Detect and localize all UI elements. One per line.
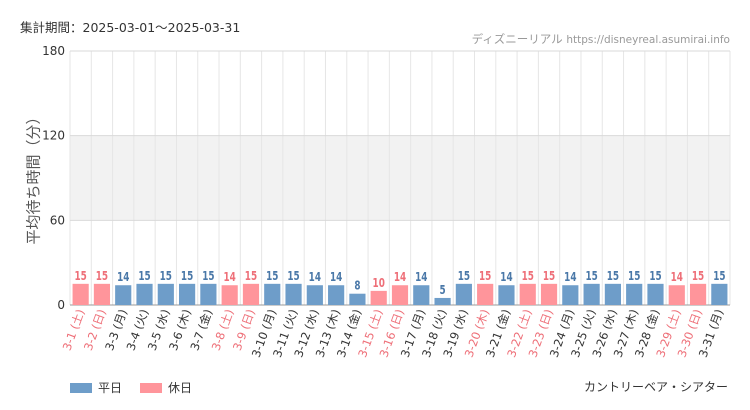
bar-value-label: 8 [354, 279, 360, 293]
bar [519, 283, 536, 305]
bar-value-label: 14 [564, 270, 576, 284]
site-credit[interactable]: ディズニーリアル https://disneyreal.asumirai.inf… [472, 31, 730, 47]
legend: 平日 休日 [70, 379, 192, 396]
bar [349, 293, 366, 305]
bar-value-label: 15 [692, 269, 704, 283]
bar-value-label: 15 [607, 269, 619, 283]
bar [413, 285, 430, 305]
bar-value-label: 15 [138, 269, 150, 283]
bar-value-label: 14 [415, 270, 427, 284]
bar-value-label: 14 [117, 270, 129, 284]
bar-value-label: 15 [181, 269, 193, 283]
bar-value-label: 15 [649, 269, 661, 283]
bar-value-label: 15 [585, 269, 597, 283]
bar-value-label: 15 [458, 269, 470, 283]
bar-value-label: 14 [394, 270, 406, 284]
bar [285, 283, 302, 305]
bar-value-label: 5 [439, 283, 445, 297]
bar [689, 283, 707, 305]
bar-value-label: 14 [309, 270, 321, 284]
bar-value-label: 15 [479, 269, 491, 283]
legend-item-weekday: 平日 [70, 379, 122, 396]
bar-value-label: 15 [543, 269, 555, 283]
bar [264, 283, 281, 305]
y-tick-label: 180 [42, 44, 65, 58]
bar [328, 285, 345, 305]
bar-value-label: 15 [245, 269, 257, 283]
legend-item-holiday: 休日 [140, 379, 192, 396]
bar [370, 290, 387, 305]
bar [477, 283, 494, 305]
bar-value-label: 15 [287, 269, 299, 283]
bar [711, 283, 728, 305]
bar [455, 283, 472, 305]
bar-value-label: 14 [671, 270, 683, 284]
bar [583, 283, 600, 305]
bar-value-label: 15 [266, 269, 278, 283]
bar [604, 283, 621, 305]
site-url[interactable]: https://disneyreal.asumirai.info [566, 34, 730, 46]
site-name: ディズニーリアル [471, 32, 563, 46]
y-tick-label: 0 [57, 298, 65, 312]
bar-value-label: 14 [330, 270, 342, 284]
bar [498, 285, 515, 305]
bar [136, 283, 153, 305]
bar-value-label: 15 [713, 269, 725, 283]
y-tick-label: 60 [50, 213, 65, 227]
bar [626, 283, 643, 305]
attraction-name: カントリーベア・シアター [583, 380, 728, 394]
bar [306, 285, 323, 305]
plot-band [70, 135, 730, 221]
legend-label-holiday: 休日 [168, 381, 193, 395]
bar-value-label: 15 [160, 269, 172, 283]
period-label: 集計期間：2025-03-01～2025-03-31 [20, 20, 241, 35]
bar-value-label: 15 [96, 269, 108, 283]
bar [242, 283, 260, 305]
bar [540, 283, 558, 305]
bar-value-label: 15 [628, 269, 640, 283]
bar-value-label: 15 [74, 269, 86, 283]
bar-value-label: 14 [224, 270, 236, 284]
bar [391, 285, 409, 305]
bar [221, 285, 238, 305]
legend-swatch-holiday [140, 382, 163, 393]
bar [647, 283, 664, 305]
bar [668, 285, 685, 305]
bar-value-label: 14 [500, 270, 512, 284]
bar [179, 283, 196, 305]
bar [434, 297, 451, 305]
bar [72, 283, 89, 305]
bar-value-label: 15 [202, 269, 214, 283]
bar [562, 285, 579, 305]
y-tick-label: 120 [42, 129, 65, 143]
bar [200, 283, 217, 305]
bar [93, 283, 111, 305]
bar-value-label: 15 [522, 269, 534, 283]
bar [157, 283, 174, 305]
bar-value-label: 10 [373, 276, 385, 290]
legend-swatch-weekday [70, 382, 92, 393]
bar [115, 285, 132, 305]
legend-label-weekday: 平日 [98, 381, 123, 395]
